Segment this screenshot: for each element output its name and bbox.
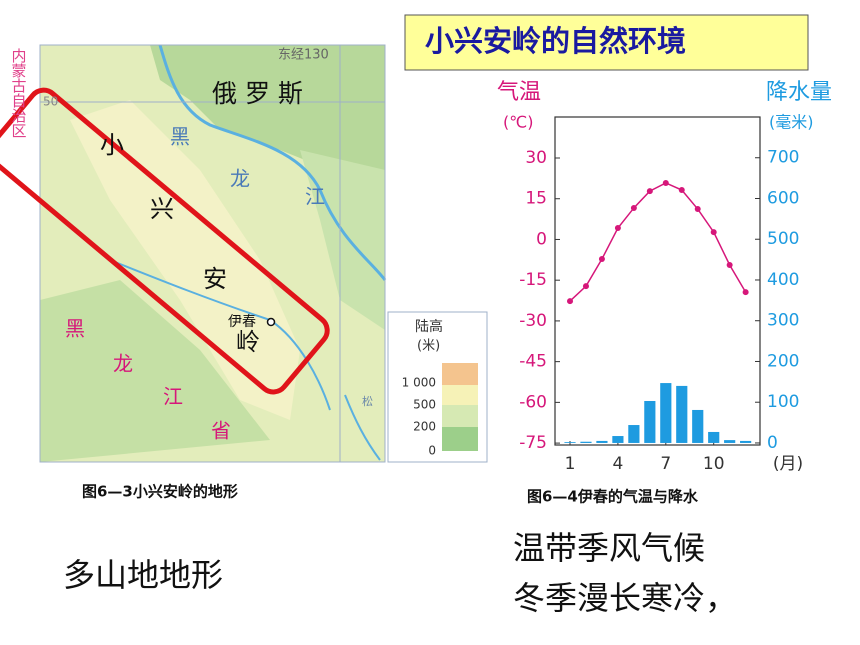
legend-swatch <box>442 363 478 385</box>
x-tick-label: 7 <box>660 454 671 474</box>
x-tick-label: 10 <box>703 454 725 474</box>
map-label: 江 <box>305 185 325 209</box>
legend-title: 陆高 <box>415 318 443 335</box>
y2-tick-label: 600 <box>767 188 799 208</box>
river <box>344 394 381 461</box>
lowland <box>40 280 270 462</box>
plot-frame <box>554 116 761 446</box>
note: 多山地地形 <box>63 556 223 594</box>
temp-point <box>567 298 574 305</box>
y2-tick-label: 500 <box>767 229 799 249</box>
legend-label: 0 <box>428 444 436 458</box>
y-axis-label: 气温 <box>497 80 541 105</box>
temp-line <box>569 182 747 302</box>
y2-tick-label: 700 <box>767 148 799 168</box>
map-label: 省 <box>211 419 231 443</box>
map-label: 安 <box>203 265 227 293</box>
map-label: 黑 <box>65 317 85 341</box>
temp-point <box>726 261 733 268</box>
precip-bar <box>692 409 704 443</box>
legend-swatch <box>442 385 478 405</box>
note: 冬季漫长寒冷， <box>513 579 737 617</box>
y2-tick-label: 100 <box>767 392 799 412</box>
legend-label: 1 000 <box>402 376 436 390</box>
precip-bar <box>596 440 608 443</box>
precip-bar <box>628 425 640 443</box>
y2-axis-label: 降水量 <box>766 80 832 105</box>
y2-tick-label: 0 <box>767 433 778 453</box>
temp-point <box>598 256 605 263</box>
y2-axis-label: (毫米) <box>769 113 814 132</box>
y2-tick-label: 200 <box>767 351 799 371</box>
precip-bar <box>564 442 576 443</box>
y2-tick-label: 300 <box>767 311 799 331</box>
caption: 图6—3小兴安岭的地形 <box>82 483 238 501</box>
map-label: 龙 <box>230 167 250 191</box>
temp-point <box>678 187 685 194</box>
map-label: 松 <box>362 394 373 408</box>
y-tick-label: -60 <box>519 392 547 412</box>
map-frame <box>39 44 386 463</box>
map-legend: 陆高 (米) 1 000 500 200 0 <box>387 311 488 463</box>
slide-title: 小兴安岭的自然环境 <box>425 24 686 58</box>
city-marker <box>266 317 276 327</box>
y-tick-label: 30 <box>525 148 547 168</box>
river <box>158 44 387 281</box>
legend-label: 500 <box>413 398 436 412</box>
x-tick-label: 1 <box>565 454 576 474</box>
x-axis-label: (月) <box>773 454 803 474</box>
precip-bar <box>676 385 688 443</box>
temp-point <box>646 188 653 195</box>
temp-point <box>662 179 669 186</box>
title-box <box>404 14 809 71</box>
temp-point <box>614 225 621 232</box>
map-label: 东经130 <box>278 48 329 63</box>
precip-bar <box>708 431 720 443</box>
temp-point <box>582 283 589 290</box>
temp-point <box>630 204 637 211</box>
y-tick-label: 15 <box>525 189 547 209</box>
precip-bar <box>580 441 592 443</box>
map-label: 兴 <box>150 195 174 223</box>
temp-point <box>710 229 717 236</box>
caption: 图6—4伊春的气温与降水 <box>527 488 699 506</box>
highlight <box>0 87 330 395</box>
legend-unit: (米) <box>417 339 440 354</box>
note: 温带季风气候 <box>513 529 705 567</box>
legend-swatch <box>442 427 478 451</box>
legend-label: 200 <box>413 420 436 434</box>
map-label: 小 <box>100 131 124 159</box>
temp-point <box>742 289 749 296</box>
precip-bar <box>612 436 624 443</box>
map-label: 内蒙古自治区 <box>10 48 28 138</box>
x-tick-label: 4 <box>612 454 623 474</box>
map-label: 黑 <box>170 125 190 149</box>
map-label: 龙 <box>113 352 133 376</box>
y-tick-label: -45 <box>519 352 547 372</box>
map-label: 50 <box>43 95 58 109</box>
map-label: 伊春 <box>228 314 256 330</box>
precip-bar <box>740 440 752 443</box>
y-tick-label: -15 <box>519 270 547 290</box>
map-label: 俄 罗 斯 <box>212 79 303 108</box>
y-tick-label: -30 <box>519 311 547 331</box>
precip-bar <box>724 440 736 443</box>
legend-swatch <box>442 405 478 427</box>
map-label: 岭 <box>236 328 260 356</box>
temp-point <box>694 206 701 213</box>
precip-bar <box>644 400 656 443</box>
map: 东经130 50 内蒙古自治区 俄 罗 斯 黑 龙 江 小 兴 安 岭 伊春 黑… <box>0 44 387 463</box>
y-axis-label: (℃) <box>503 113 533 132</box>
y-tick-label: -75 <box>519 433 547 453</box>
map-label: 江 <box>163 385 183 409</box>
precip-bar <box>660 383 672 443</box>
y2-tick-label: 400 <box>767 270 799 290</box>
highland <box>70 100 300 420</box>
y-tick-label: 0 <box>536 229 547 249</box>
river <box>109 259 331 411</box>
climate-chart: 30150-15-30-45-60-7570060050040030020010… <box>519 116 803 474</box>
